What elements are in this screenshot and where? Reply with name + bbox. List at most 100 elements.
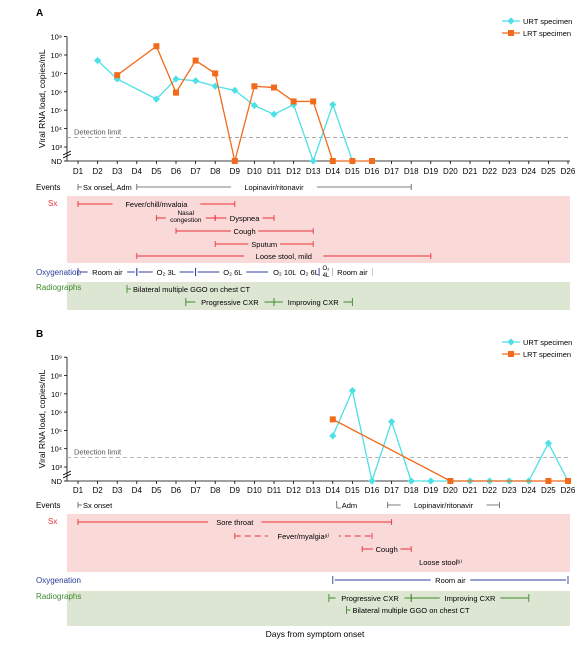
oxygenation-label-bg (430, 574, 471, 585)
y-tick-label: 10⁴ (50, 125, 62, 134)
day-label: D14 (325, 167, 340, 176)
legend-lrt-label: LRT specimen (523, 29, 571, 38)
symptom-label-bg (226, 212, 263, 223)
lrt-data-point (271, 84, 277, 91)
day-label: D18 (404, 167, 419, 176)
sx-row-label: Sx (48, 199, 57, 208)
day-label: D22 (482, 486, 497, 495)
day-label: D2 (92, 486, 103, 495)
day-label: D24 (521, 167, 536, 176)
urt-series-line (97, 60, 354, 163)
y-tick-label: 10⁶ (51, 408, 62, 417)
legend-lrt-label: LRT specimen (523, 350, 571, 359)
oxygenation-label-bg (152, 266, 180, 277)
day-label: D6 (171, 167, 182, 176)
symptom-label: Sore throat (216, 518, 254, 527)
symptom-label-bg (230, 225, 259, 236)
radiograph-label-bg (282, 296, 344, 307)
symptom-label: Loose stool, mild (256, 252, 312, 261)
oxygenation-label-bg (332, 266, 373, 277)
day-label: D12 (286, 486, 301, 495)
day-label: D23 (502, 167, 517, 176)
axis-break-mark (62, 153, 72, 159)
y-tick-label: 10⁷ (51, 390, 62, 399)
day-label: D17 (384, 486, 399, 495)
x-axis-label: Days from symptom onset (266, 629, 365, 639)
day-label: D13 (306, 486, 321, 495)
day-label: D26 (561, 167, 576, 176)
y-tick-label: ND (51, 477, 62, 486)
oxygenation-label: O₂ 6L (223, 268, 242, 277)
day-label: D10 (247, 167, 262, 176)
event-adm-label: Adm (342, 501, 357, 510)
day-label: D7 (190, 486, 201, 495)
day-label: D18 (404, 486, 419, 495)
lrt-data-point (545, 478, 552, 484)
day-label: D4 (132, 486, 143, 495)
day-label: D3 (112, 167, 123, 176)
symptom-label-bg (372, 543, 401, 554)
urt-data-point (152, 95, 160, 103)
day-label: D11 (267, 486, 282, 495)
symptom-label-bg (244, 250, 324, 261)
lrt-data-point (114, 72, 121, 79)
day-label: D8 (210, 486, 221, 495)
day-label: D9 (230, 167, 241, 176)
oxygenation-label: Room air (337, 268, 368, 277)
y-axis-label: Viral RNA load, copies/mL (37, 49, 47, 148)
oxygenation-label-bg (320, 263, 331, 279)
sx-row-label: Sx (48, 517, 57, 526)
y-tick-label: 10⁸ (50, 372, 62, 381)
day-label: D12 (286, 167, 301, 176)
oxygenation-label: O₂ 6L (300, 268, 319, 277)
radiograph-label-bg (335, 592, 405, 603)
y-tick-label: 10⁹ (50, 33, 62, 42)
day-label: D9 (230, 486, 241, 495)
lrt-data-point (231, 158, 238, 164)
day-label: D16 (365, 167, 380, 176)
symptom-label: Nasal (177, 210, 194, 217)
day-label: D20 (443, 486, 458, 495)
lrt-data-point (310, 98, 317, 105)
urt-data-point (309, 157, 317, 165)
panel-b: B Viral RNA load, copies/mL ND 10³ 10⁴ 10⁵ 10⁶… (36, 329, 576, 626)
event-sx-onset-label: Sx onset (83, 183, 113, 192)
y-tick-label: 10³ (51, 463, 62, 472)
day-label: D25 (541, 167, 556, 176)
symptom-label-bg (112, 198, 201, 209)
legend-lrt-marker (508, 351, 514, 357)
radiographs-row-label: Radiographs (36, 283, 81, 292)
day-label: D10 (247, 486, 262, 495)
symptom-label: Cough (234, 227, 256, 236)
day-label: D4 (132, 167, 143, 176)
day-label: D5 (151, 167, 162, 176)
oxygenation-label-bg (219, 266, 247, 277)
lrt-data-point (192, 57, 199, 64)
event-lopinavir-label-bg (400, 499, 487, 509)
day-label: D6 (171, 486, 182, 495)
day-label: D20 (443, 167, 458, 176)
day-label: D26 (561, 486, 576, 495)
urt-data-point (348, 386, 356, 395)
oxygenation-label: O₂ 10L (273, 268, 296, 277)
day-label: D19 (423, 167, 438, 176)
lrt-data-point (212, 70, 219, 77)
urt-data-point (172, 75, 180, 83)
urt-data-point (329, 101, 337, 109)
urt-data-point (270, 110, 278, 118)
urt-series-line (332, 388, 569, 484)
oxygenation-label: Room air (435, 576, 466, 585)
y-axis-label: Viral RNA load, copies/mL (37, 370, 47, 469)
day-label: D21 (463, 486, 478, 495)
legend-urt-marker (507, 17, 515, 25)
day-label: D17 (384, 167, 399, 176)
symptom-label: Sputum (251, 240, 277, 249)
lrt-data-point (349, 158, 356, 164)
urt-data-point (94, 56, 102, 65)
legend-urt-label: URT specimen (523, 17, 572, 26)
symptom-label-bg (268, 530, 339, 541)
day-label: D15 (345, 167, 360, 176)
urt-data-point (250, 101, 258, 110)
symptom-label: Fever/chill/myalgia (125, 200, 188, 209)
